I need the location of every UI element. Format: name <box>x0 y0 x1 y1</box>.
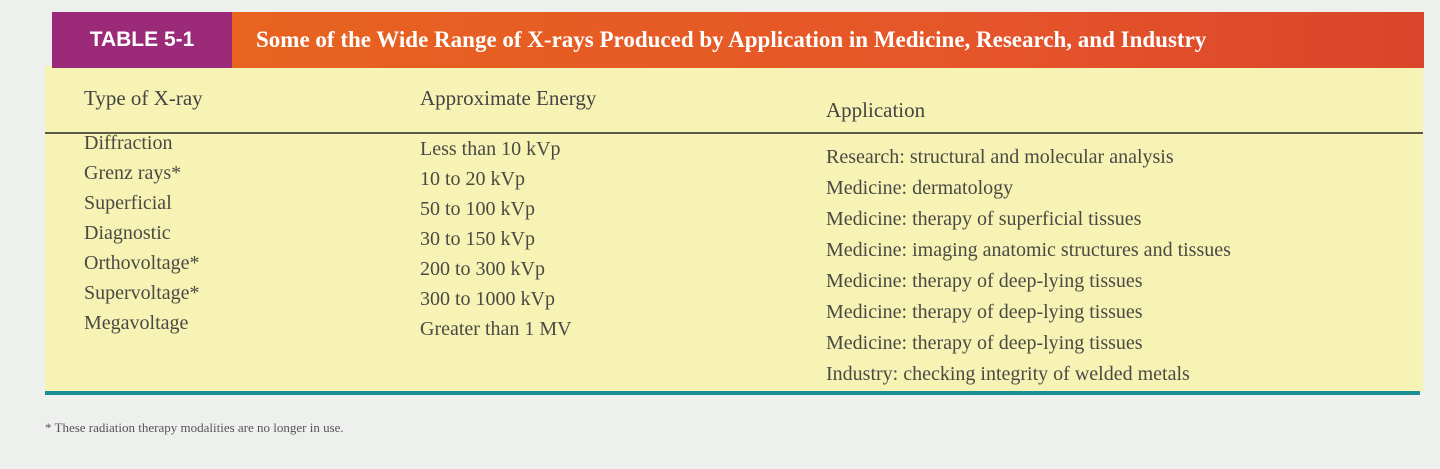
energy-cell: 300 to 1000 kVp <box>420 288 555 310</box>
energy-cell: 200 to 300 kVp <box>420 258 545 280</box>
energy-cell: 30 to 150 kVp <box>420 228 535 250</box>
application-cell: Medicine: dermatology <box>826 177 1014 199</box>
application-cell: Industry: checking integrity of welded m… <box>826 363 1190 385</box>
type-cell: Diffraction <box>84 132 173 154</box>
application-cell: Research: structural and molecular analy… <box>826 146 1174 168</box>
energy-cell: 50 to 100 kVp <box>420 198 535 220</box>
header-rule <box>45 132 1423 134</box>
table-title: Some of the Wide Range of X-rays Produce… <box>256 27 1207 52</box>
application-cell: Medicine: imaging anatomic structures an… <box>826 239 1231 261</box>
type-cell: Supervoltage* <box>84 282 200 304</box>
type-cell: Grenz rays* <box>84 162 182 184</box>
type-cell: Orthovoltage* <box>84 252 200 274</box>
table-label: TABLE 5-1 <box>52 12 232 68</box>
application-cell: Medicine: therapy of deep-lying tissues <box>826 301 1143 323</box>
column-header: Approximate Energy <box>420 86 597 110</box>
application-cell: Medicine: therapy of deep-lying tissues <box>826 332 1143 354</box>
energy-cell: 10 to 20 kVp <box>420 168 525 190</box>
application-cell: Medicine: therapy of superficial tissues <box>826 208 1142 230</box>
type-cell: Diagnostic <box>84 222 171 244</box>
energy-cell: Less than 10 kVp <box>420 138 561 160</box>
footnote: * These radiation therapy modalities are… <box>45 420 344 435</box>
type-cell: Megavoltage <box>84 312 189 334</box>
application-cell: Medicine: therapy of deep-lying tissues <box>826 270 1143 292</box>
table-background <box>45 66 1423 392</box>
column-header: Application <box>826 98 926 122</box>
bottom-rule <box>45 391 1420 395</box>
column-header: Type of X-ray <box>84 86 203 110</box>
energy-cell: Greater than 1 MV <box>420 318 572 340</box>
type-cell: Superficial <box>84 192 172 214</box>
header-bar <box>52 12 1424 68</box>
